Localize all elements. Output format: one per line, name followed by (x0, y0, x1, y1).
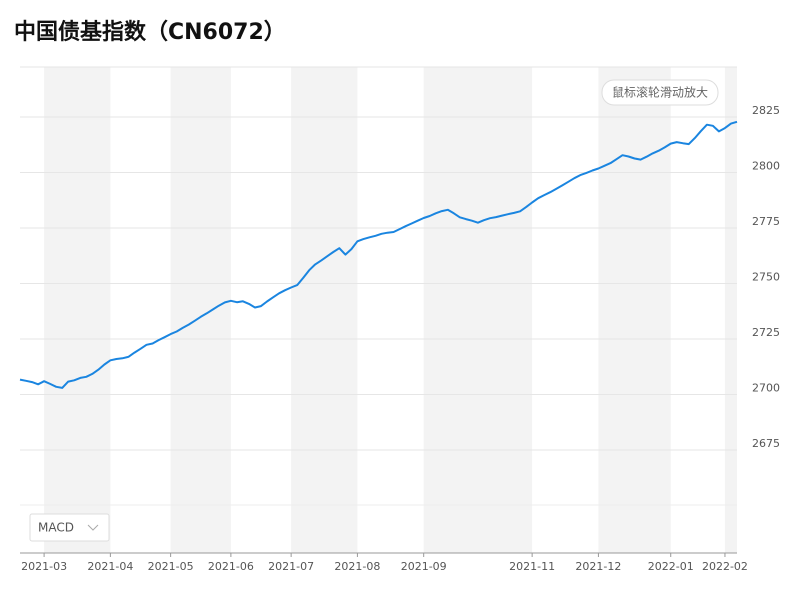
chart-title: 中国债基指数（CN6072） (14, 19, 286, 45)
dropdown-arrow (87, 524, 99, 531)
x-tick-label: 2021-07 (268, 560, 314, 573)
indicator-select[interactable] (29, 513, 110, 542)
indicator-label: MACD (38, 521, 74, 535)
index-line (19, 120, 738, 389)
y-tick-label: 2725 (752, 326, 780, 339)
y-tick-label: 2675 (752, 437, 780, 450)
y-tick-label: 2800 (752, 159, 780, 172)
x-tick-label: 2021-06 (208, 560, 254, 573)
x-tick-label: 2021-08 (334, 560, 380, 573)
zoom-hint-button[interactable] (601, 79, 719, 106)
month-band (598, 67, 671, 553)
x-tick-label: 2022-01 (648, 560, 694, 573)
y-tick-label: 2750 (752, 271, 780, 284)
x-tick-label: 2022-02 (702, 560, 748, 573)
x-tick-label: 2021-09 (401, 560, 447, 573)
x-tick-label: 2021-11 (509, 560, 555, 573)
y-tick-label: 2825 (752, 104, 780, 117)
y-tick-label: 2700 (752, 382, 780, 395)
month-band (170, 67, 231, 553)
x-tick-label: 2021-04 (87, 560, 133, 573)
month-band (724, 67, 737, 553)
y-tick-label: 2775 (752, 215, 780, 228)
month-bands (44, 67, 737, 553)
month-band (44, 67, 111, 553)
x-tick-label: 2021-05 (148, 560, 194, 573)
x-tick-label: 2021-03 (21, 560, 67, 573)
x-tick-label: 2021-12 (575, 560, 621, 573)
zoom-hint: 鼠标滚轮滑动放大 (612, 85, 708, 100)
month-band (423, 67, 533, 553)
month-band (291, 67, 358, 553)
